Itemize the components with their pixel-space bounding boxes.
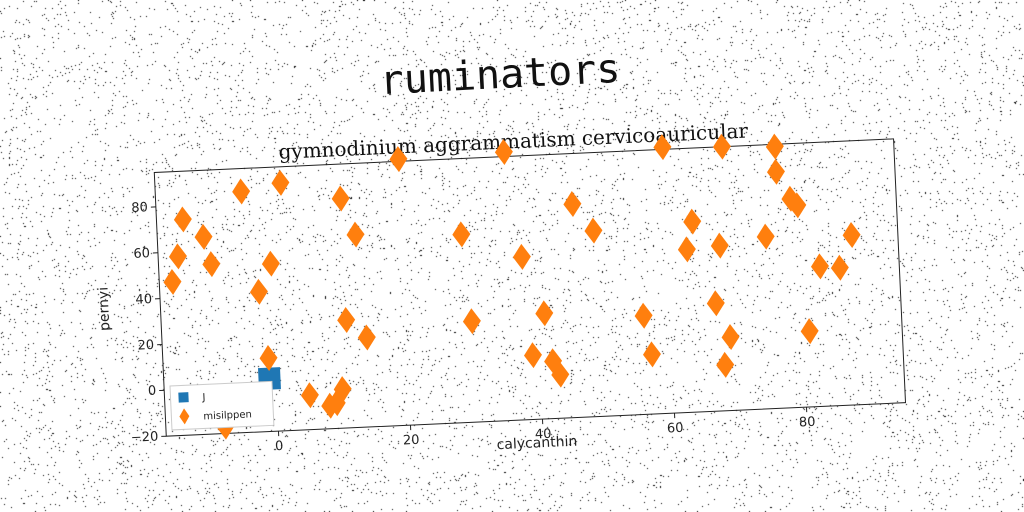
data-point-diamond	[756, 223, 775, 250]
data-point-diamond	[494, 139, 513, 165]
y-tick-label: 60	[133, 246, 150, 262]
data-point-diamond	[232, 178, 251, 205]
y-tick-label: 80	[131, 200, 148, 216]
data-point-diamond	[535, 300, 554, 327]
x-axis-label: calycanthin	[496, 434, 577, 454]
y-tick-label: 40	[135, 292, 152, 308]
legend-label: J	[201, 392, 205, 403]
data-point-diamond	[249, 278, 268, 305]
legend-box	[169, 380, 275, 431]
y-axis-label: pernyi	[95, 286, 113, 331]
chart-title: gymnodinium aggrammatism cervicoauricula…	[278, 118, 749, 163]
data-point-diamond	[634, 302, 653, 329]
data-point-diamond	[327, 390, 346, 417]
data-point-diamond	[346, 221, 365, 248]
data-point-diamond	[563, 191, 582, 218]
axes-frame	[153, 138, 907, 437]
data-point-diamond	[683, 208, 702, 235]
data-point-diamond	[830, 254, 849, 281]
data-point-diamond	[261, 250, 280, 277]
data-point-diamond	[337, 307, 356, 334]
data-point-diamond	[842, 222, 861, 249]
data-point-diamond	[642, 341, 661, 368]
legend-swatch-diamond	[179, 408, 190, 425]
data-point-diamond	[259, 345, 278, 372]
data-point-diamond	[765, 133, 784, 160]
data-point-diamond	[721, 324, 740, 351]
data-point-diamond	[452, 221, 471, 248]
data-point-diamond	[677, 236, 696, 263]
legend-label: misilppen	[203, 409, 252, 422]
data-point-diamond	[331, 185, 350, 212]
data-point-diamond	[710, 232, 729, 259]
data-point-diamond	[163, 268, 182, 295]
data-point-diamond	[716, 351, 735, 378]
data-point-diamond	[584, 217, 603, 244]
data-point-diamond	[389, 146, 408, 173]
legend-swatch-square	[178, 392, 189, 403]
y-tick-label: −20	[131, 430, 159, 446]
data-point-diamond	[706, 290, 725, 317]
data-point-diamond	[300, 382, 319, 409]
data-point-diamond	[462, 308, 481, 335]
data-point-diamond	[523, 342, 542, 369]
x-tick-label: 40	[535, 427, 552, 443]
data-point-diamond	[333, 376, 352, 403]
data-point-diamond	[766, 158, 785, 185]
data-point-diamond	[512, 243, 531, 270]
data-point-diamond	[173, 206, 192, 233]
x-tick-label: 60	[667, 421, 684, 437]
data-point-diamond	[810, 253, 829, 280]
x-tick-label: 20	[403, 433, 420, 449]
data-point-diamond	[168, 243, 187, 270]
axis-ticks: 0 20 40 60 80 −20 0 20 40 60 80	[131, 200, 816, 454]
data-point-diamond	[712, 133, 731, 160]
x-tick-label: 0	[275, 439, 284, 454]
data-point-diamond	[357, 324, 376, 351]
data-point-diamond	[800, 318, 819, 345]
x-tick-label: 80	[799, 415, 816, 431]
y-tick-label: 20	[137, 338, 154, 354]
data-point-diamond	[271, 169, 290, 196]
plot-group: gymnodinium aggrammatism cervicoauricula…	[95, 118, 907, 454]
data-point-diamond	[788, 192, 807, 219]
data-point-diamond	[653, 134, 672, 161]
figure-suptitle: ruminators	[379, 46, 622, 105]
data-point-diamond	[194, 223, 213, 250]
y-tick-label: 0	[148, 384, 157, 399]
data-point-diamond	[551, 361, 570, 388]
data-point-diamond	[202, 251, 221, 278]
